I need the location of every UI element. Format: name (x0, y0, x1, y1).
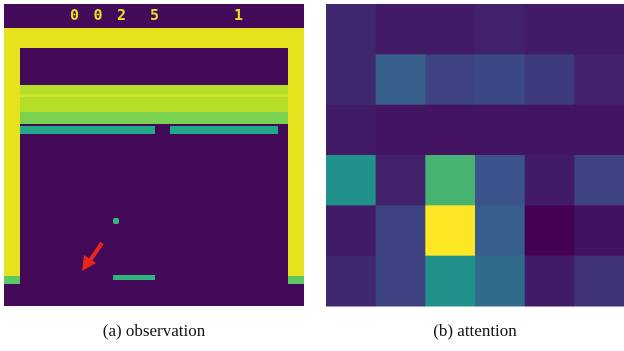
heat-cell (425, 105, 475, 156)
brick-row (170, 126, 278, 134)
heat-cell (376, 155, 426, 206)
caption: (b) attention (433, 321, 517, 340)
heat-cell (376, 256, 426, 307)
heat-cell (326, 256, 376, 307)
heat-cell (525, 105, 575, 156)
heat-cell (525, 205, 575, 256)
brick-line (20, 94, 288, 97)
attention-panel (326, 4, 624, 307)
left-wall (4, 28, 20, 280)
heat-cell (425, 155, 475, 206)
brick-row (20, 112, 288, 124)
heat-cell (574, 205, 624, 256)
heat-cell (574, 256, 624, 307)
heat-cell (326, 155, 376, 206)
observation-panel: 002 5 1 (4, 4, 304, 306)
top-wall (4, 28, 304, 48)
caption: (a) observation (103, 321, 206, 340)
heat-cell (475, 205, 525, 256)
heat-cell (574, 105, 624, 156)
heat-cell (525, 54, 575, 105)
heat-cell (425, 4, 475, 55)
heat-cell (525, 4, 575, 55)
heat-cell (376, 105, 426, 156)
heat-cell (574, 4, 624, 55)
heat-cell (425, 205, 475, 256)
game-background (4, 4, 304, 306)
heat-cell (326, 4, 376, 55)
heat-cell (475, 256, 525, 307)
heat-cell (376, 205, 426, 256)
heat-cell (525, 256, 575, 307)
brick-row (20, 126, 155, 134)
paddle (113, 275, 155, 280)
level: 1 (234, 6, 243, 24)
heat-cell (475, 54, 525, 105)
heat-cell (574, 155, 624, 206)
left-wall-end (4, 276, 20, 284)
right-wall (288, 28, 304, 280)
heat-cell (326, 105, 376, 156)
right-wall-end (288, 276, 304, 284)
ball (113, 218, 119, 224)
heat-cell (525, 155, 575, 206)
score: 002 (70, 6, 126, 24)
heat-cell (425, 256, 475, 307)
figure: 002 5 1 (a) observation (b) attention (0, 0, 624, 351)
heat-cell (475, 4, 525, 55)
lives: 5 (150, 6, 159, 24)
heat-cell (326, 54, 376, 105)
heat-cell (475, 155, 525, 206)
heat-cell (475, 105, 525, 156)
heat-cell (326, 205, 376, 256)
heat-cell (574, 54, 624, 105)
brick-row (20, 85, 288, 112)
heat-cell (376, 54, 426, 105)
heat-cell (425, 54, 475, 105)
heat-cell (376, 4, 426, 55)
